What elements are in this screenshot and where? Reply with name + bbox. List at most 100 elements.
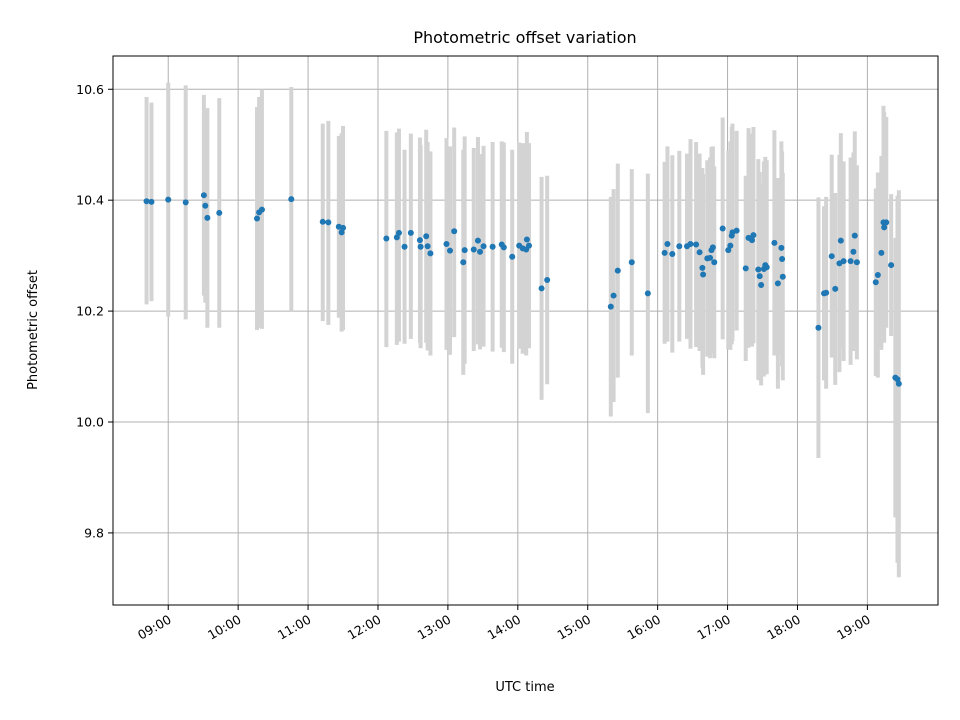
data-point [523, 236, 530, 243]
data-point [709, 244, 716, 251]
data-point [423, 233, 430, 240]
data-point [696, 249, 703, 256]
data-point [340, 224, 347, 231]
data-point [758, 282, 765, 289]
data-point [755, 266, 762, 273]
y-tick-label: 9.8 [84, 525, 104, 540]
data-point [837, 237, 844, 244]
y-axis-label: Photometric offset [26, 270, 41, 390]
data-point [644, 290, 651, 297]
data-point [874, 272, 881, 279]
data-point [779, 255, 786, 262]
y-tick-label: 10.0 [76, 415, 104, 430]
data-point [872, 279, 879, 286]
data-point [477, 248, 484, 255]
data-point [216, 209, 223, 216]
data-point [427, 250, 434, 257]
data-point [687, 240, 694, 247]
data-point [607, 303, 614, 310]
data-point [407, 229, 414, 236]
data-point [165, 196, 172, 203]
data-point [676, 243, 683, 250]
data-point [847, 258, 854, 265]
data-point [750, 232, 757, 239]
data-point [470, 246, 477, 253]
data-point [850, 248, 857, 255]
data-point [779, 273, 786, 280]
data-point [202, 202, 209, 209]
data-point [823, 289, 830, 296]
data-point [693, 241, 700, 248]
data-point [446, 247, 453, 254]
data-point [424, 243, 431, 250]
data-point [395, 229, 402, 236]
data-point [661, 249, 668, 256]
data-point [881, 224, 888, 231]
chart-title: Photometric offset variation [413, 28, 636, 47]
data-point [628, 259, 635, 266]
data-point [182, 199, 189, 206]
y-tick-label: 10.6 [76, 82, 104, 97]
y-tick-label: 10.2 [76, 304, 104, 319]
data-point [828, 253, 835, 260]
data-point [878, 249, 885, 256]
data-point [509, 253, 516, 260]
data-point [204, 214, 211, 221]
data-point [148, 198, 155, 205]
x-axis-label: UTC time [495, 680, 554, 695]
data-point [544, 277, 551, 284]
data-point [460, 259, 467, 266]
data-points [143, 192, 902, 387]
data-point [771, 239, 778, 246]
data-point [461, 247, 468, 254]
data-point [719, 225, 726, 232]
data-point [707, 254, 714, 261]
data-point [888, 262, 895, 269]
data-point [489, 243, 496, 250]
data-point [143, 198, 150, 205]
data-point [815, 324, 822, 331]
data-point [895, 380, 902, 387]
data-point [480, 243, 487, 250]
data-point [733, 227, 740, 234]
data-point [416, 237, 423, 244]
data-point [669, 250, 676, 257]
plot-frame [112, 55, 939, 606]
data-point [538, 285, 545, 292]
data-point [319, 218, 326, 225]
data-point [200, 192, 207, 199]
data-point [451, 228, 458, 235]
data-point [500, 244, 507, 251]
data-point [711, 259, 718, 266]
data-point [763, 264, 770, 271]
y-tick-label: 10.4 [76, 193, 104, 208]
data-point [525, 242, 532, 249]
data-point [853, 259, 860, 266]
data-point [727, 242, 734, 249]
data-point [610, 292, 617, 299]
data-point [774, 280, 781, 287]
data-point [614, 267, 621, 274]
data-point [417, 243, 424, 250]
data-point [742, 265, 749, 272]
data-point [832, 285, 839, 292]
data-point [325, 219, 332, 226]
data-point [443, 240, 450, 247]
data-point [699, 264, 706, 271]
data-point [288, 196, 295, 203]
data-point [840, 258, 847, 265]
data-point [474, 237, 481, 244]
y-axis-ticks: 9.8 10.0 10.2 10.4 10.6 [76, 82, 113, 540]
data-point [778, 244, 785, 251]
data-point [254, 215, 261, 222]
data-point [383, 235, 390, 242]
data-point [756, 273, 763, 280]
data-point [700, 271, 707, 278]
data-point [749, 237, 756, 244]
data-point [851, 232, 858, 239]
data-point [401, 243, 408, 250]
data-point [664, 240, 671, 247]
data-point [883, 219, 890, 226]
